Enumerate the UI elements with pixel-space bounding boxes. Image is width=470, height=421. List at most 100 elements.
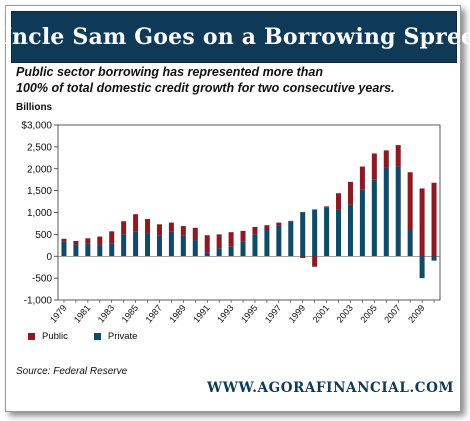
bar-segment xyxy=(276,222,282,226)
bar-segment xyxy=(240,241,246,257)
bar-segment xyxy=(300,212,306,257)
bar-segment xyxy=(121,234,127,257)
bar-segment xyxy=(264,230,270,257)
bar-segment xyxy=(156,235,162,257)
bar-segment xyxy=(156,224,162,236)
bar-segment xyxy=(359,166,365,190)
bar-segment xyxy=(324,207,330,257)
bar-segment xyxy=(312,256,318,267)
bar-segment xyxy=(61,238,67,242)
bar-segment xyxy=(324,206,330,208)
bar-segment xyxy=(431,182,437,257)
legend-swatch-public xyxy=(28,333,35,340)
bar-segment xyxy=(395,166,401,257)
bar-segment xyxy=(180,226,186,236)
chart-subtitle: Public sector borrowing has represented … xyxy=(16,64,446,96)
y-tick-label: 1,000 xyxy=(27,208,52,219)
bar-segment xyxy=(168,231,174,257)
bar-segment xyxy=(407,230,413,257)
bar-segment xyxy=(252,234,258,257)
legend-item-public: Public xyxy=(28,331,68,342)
bar-segment xyxy=(419,256,425,279)
legend-label-private: Private xyxy=(107,331,138,342)
x-tick-label: 2003 xyxy=(334,303,355,325)
x-tick-label: 1997 xyxy=(263,303,284,325)
subtitle-line-1: Public sector borrowing has represented … xyxy=(16,65,324,79)
x-tick-label: 1993 xyxy=(215,303,236,325)
bar-segment xyxy=(300,256,306,258)
y-tick-label: 500 xyxy=(35,230,52,241)
bar-segment xyxy=(109,243,115,257)
y-tick-label: 2,500 xyxy=(27,142,52,153)
y-tick-label: 2,000 xyxy=(27,164,52,175)
bar-segment xyxy=(192,240,198,257)
bar-segment xyxy=(264,225,270,230)
plot-frame xyxy=(57,124,441,301)
bar-segment xyxy=(97,244,103,257)
bar-segment xyxy=(73,240,79,245)
bar-segment xyxy=(383,167,389,257)
bar-segment xyxy=(192,227,198,241)
bar-segment xyxy=(312,209,318,257)
bar-segment xyxy=(288,220,294,222)
bar-segment xyxy=(383,150,389,168)
bar-segment xyxy=(288,221,294,257)
x-tick-label: 2005 xyxy=(358,303,379,325)
x-tick-label: 2001 xyxy=(311,303,332,325)
y-axis-unit-label: Billions xyxy=(16,102,53,113)
bar-segment xyxy=(228,246,234,257)
bar-segment xyxy=(168,222,174,232)
bar-segment xyxy=(180,235,186,257)
bar-segment xyxy=(419,188,425,257)
bar-segment xyxy=(431,256,437,261)
bar-segment xyxy=(204,252,210,257)
bar-segment xyxy=(276,225,282,257)
y-tick-label: 0 xyxy=(46,252,52,263)
x-tick-label: 1995 xyxy=(239,303,260,325)
x-tick-label: 1983 xyxy=(96,303,117,325)
bar-segment xyxy=(336,193,342,210)
x-tick-label: 2009 xyxy=(406,303,427,325)
y-tick-label: -1,000 xyxy=(24,296,53,307)
bar-segment xyxy=(145,233,151,257)
subtitle-line-2: 100% of total domestic credit growth for… xyxy=(16,81,395,95)
bar-segment xyxy=(407,172,413,230)
bar-segment xyxy=(371,179,377,257)
bar-segment xyxy=(204,235,210,253)
bar-segment xyxy=(395,145,401,167)
x-tick-label: 1981 xyxy=(72,303,93,325)
bar-segment xyxy=(240,230,246,242)
bar-segment xyxy=(228,232,234,247)
legend-swatch-private xyxy=(93,333,101,340)
bar-segment xyxy=(97,236,103,245)
title-banner: Uncle Sam Goes on a Borrowing Spree xyxy=(0,11,470,63)
bar-segment xyxy=(252,226,258,235)
x-tick-label: 1989 xyxy=(167,303,188,325)
bar-segment xyxy=(216,248,222,257)
bar-segment xyxy=(216,234,222,249)
bar-segment xyxy=(121,221,127,235)
bar-segment xyxy=(85,243,91,257)
bar-segment xyxy=(73,244,79,257)
banner-title: Uncle Sam Goes on a Borrowing Spree xyxy=(0,24,470,50)
x-tick-label: 2007 xyxy=(382,303,403,325)
bar-segment xyxy=(133,231,139,257)
source-note: Source: Federal Reserve xyxy=(16,366,128,377)
bar-segment xyxy=(371,153,377,180)
bar-segment xyxy=(347,204,353,257)
legend-label-public: Public xyxy=(42,331,68,342)
bar-segment xyxy=(145,219,151,234)
bar-segment xyxy=(61,241,67,257)
x-tick-label: 1985 xyxy=(120,303,141,325)
bar-segment xyxy=(85,238,91,244)
bar-segment xyxy=(359,189,365,257)
bar-segment xyxy=(347,181,353,205)
bar-segment xyxy=(109,231,115,244)
x-tick-label: 1987 xyxy=(143,303,164,325)
chart-legend: Public Private xyxy=(28,331,163,342)
y-tick-label: -500 xyxy=(32,274,52,285)
y-tick-label: $3,000 xyxy=(21,121,52,132)
y-tick-label: 1,500 xyxy=(27,186,52,197)
bar-segment xyxy=(336,209,342,257)
